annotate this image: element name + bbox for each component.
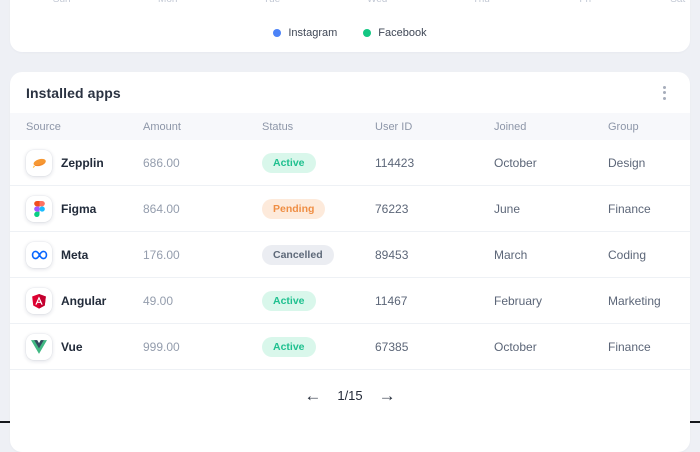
x-label-tue: Tue (263, 0, 280, 5)
cell-amount: 49.00 (143, 293, 174, 308)
chart-legend: Instagram Facebook (10, 27, 690, 39)
next-page-arrow-icon[interactable]: → (378, 385, 396, 405)
status-badge: Active (262, 290, 316, 311)
cell-user-id: 11467 (375, 293, 408, 308)
x-label-wed: Wed (367, 0, 387, 5)
cell-amount: 176.00 (143, 247, 180, 262)
cell-group: Coding (608, 247, 647, 262)
table-header-row: Source Amount Status User ID Joined Grou… (10, 113, 690, 140)
chart-card: Sun Mon Tue Wed Thu Fri Sat Instagram Fa… (10, 0, 690, 52)
cell-joined: October (494, 155, 537, 170)
card-title: Installed apps (26, 84, 121, 101)
app-name: Vue (61, 339, 83, 354)
installed-apps-card: Installed apps Source Amount Status User… (10, 72, 690, 452)
app-name: Meta (61, 247, 89, 262)
status-badge: Cancelled (262, 244, 334, 265)
chart-x-axis-labels: Sun Mon Tue Wed Thu Fri Sat (10, 0, 690, 6)
legend-label: Instagram (288, 27, 338, 39)
cell-joined: March (494, 247, 528, 262)
cell-user-id: 67385 (375, 339, 409, 354)
pagination: ← 1/15 → (10, 370, 690, 420)
kebab-menu-icon[interactable] (657, 82, 672, 104)
x-label-sat: Sat (670, 0, 685, 5)
app-name: Angular (61, 293, 107, 308)
cell-group: Marketing (608, 293, 661, 308)
cell-user-id: 76223 (375, 201, 409, 216)
figma-icon (26, 195, 52, 222)
table-row: Meta 176.00 Cancelled 89453 March Coding (10, 232, 690, 278)
col-header-amount: Amount (143, 120, 181, 133)
table-row: Angular 49.00 Active 11467 February Mark… (10, 278, 690, 324)
col-header-group: Group (608, 120, 639, 133)
cell-group: Finance (608, 339, 651, 354)
col-header-user-id: User ID (375, 120, 413, 133)
legend-item-facebook[interactable]: Facebook (363, 27, 427, 39)
x-label-mon: Mon (158, 0, 177, 5)
facebook-dot-icon (363, 29, 372, 37)
status-badge: Active (262, 336, 316, 357)
page-indicator: 1/15 (337, 387, 363, 403)
meta-icon (26, 241, 52, 268)
prev-page-arrow-icon[interactable]: ← (304, 385, 322, 405)
card-header: Installed apps (10, 72, 690, 113)
cell-amount: 686.00 (143, 155, 180, 170)
status-badge: Active (262, 152, 316, 173)
legend-label: Facebook (378, 27, 427, 39)
zepplin-icon (26, 149, 52, 176)
table-row: Figma 864.00 Pending 76223 June Finance (10, 186, 690, 232)
col-header-status: Status (262, 120, 294, 133)
status-badge: Pending (262, 198, 326, 219)
cell-joined: February (494, 293, 543, 308)
cell-amount: 999.00 (143, 339, 180, 354)
cell-group: Finance (608, 201, 651, 216)
legend-item-instagram[interactable]: Instagram (273, 27, 337, 39)
cell-joined: June (494, 201, 521, 216)
app-name: Figma (61, 201, 97, 216)
table-row: Zepplin 686.00 Active 114423 October Des… (10, 140, 690, 186)
vue-icon (26, 333, 52, 360)
instagram-dot-icon (273, 29, 282, 37)
app-name: Zepplin (61, 155, 104, 170)
cell-joined: October (494, 339, 537, 354)
x-label-fri: Fri (579, 0, 591, 5)
cell-user-id: 89453 (375, 247, 409, 262)
cell-amount: 864.00 (143, 201, 180, 216)
col-header-source: Source (26, 120, 61, 133)
x-label-thu: Thu (473, 0, 490, 5)
col-header-joined: Joined (494, 120, 527, 133)
angular-icon (26, 287, 52, 314)
table-row: Vue 999.00 Active 67385 October Finance (10, 324, 690, 370)
cell-group: Design (608, 155, 646, 170)
cell-user-id: 114423 (375, 155, 415, 170)
x-label-sun: Sun (53, 0, 71, 5)
